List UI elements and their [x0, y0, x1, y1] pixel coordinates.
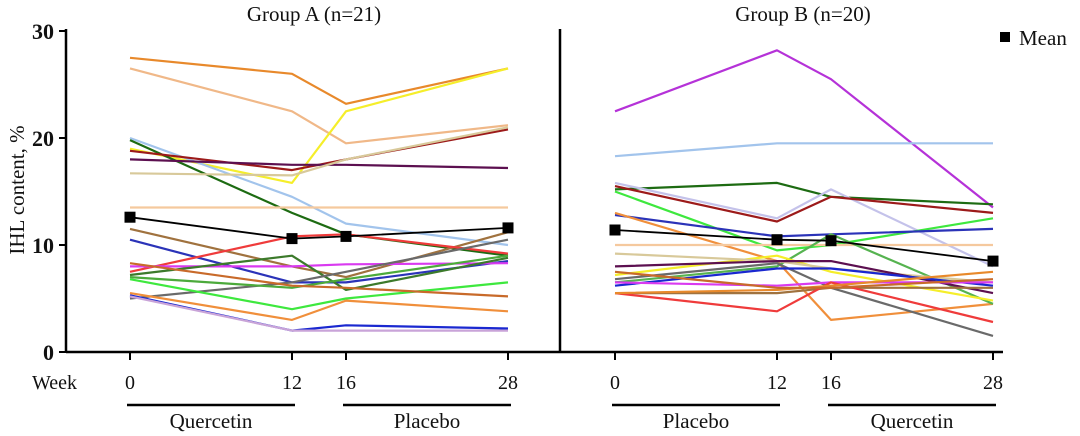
series-line-a-4: [129, 136, 509, 247]
series-line-a-20: [129, 294, 509, 332]
y-tick-label-30: 30: [32, 19, 54, 44]
series-line-a-8: [129, 126, 509, 177]
mean-marker-b-0: [609, 224, 621, 236]
x-tick-label-a-12: 12: [282, 372, 302, 394]
panel-b-title: Group B (n=20): [735, 2, 871, 26]
series-line-b-12: [614, 252, 994, 284]
series-line-b-14: [614, 262, 994, 337]
mean-marker-b-12: [771, 234, 783, 246]
y-axis-label: IHL content, %: [5, 125, 29, 254]
series-line-b-5: [614, 185, 994, 223]
y-tick-label-20: 20: [32, 126, 54, 151]
x-tick-label-b-16: 16: [821, 372, 841, 394]
mean-marker-a-12: [286, 233, 298, 245]
mean-marker-a-16: [340, 230, 352, 242]
series-line-a-2: [129, 67, 509, 145]
y-tick-label-0: 0: [43, 340, 54, 365]
series-line-a-1: [129, 56, 509, 105]
phase-label-a-2: Placebo: [394, 409, 460, 433]
x-tick-label-a-0: 0: [125, 372, 135, 394]
series-line-b-3: [614, 181, 994, 206]
series-line-a-12: [129, 233, 509, 273]
x-tick-label-b-12: 12: [767, 372, 787, 394]
x-tick-label-a-28: 28: [498, 372, 518, 394]
series-line-b-7: [614, 213, 994, 238]
mean-marker-a-28: [502, 222, 514, 234]
mean-marker-b-16: [825, 235, 837, 247]
mean-line-a: [129, 216, 509, 240]
series-line-a-7: [129, 158, 509, 170]
series-line-b-6: [614, 190, 994, 252]
series-line-a-19: [129, 292, 509, 321]
series-line-b-10: [614, 233, 994, 305]
series-line-a-14: [129, 254, 509, 291]
series-line-b-8: [614, 211, 994, 321]
phase-label-b-2: Quercetin: [871, 409, 954, 433]
series-line-b-20: [614, 270, 994, 289]
phase-label-b-1: Placebo: [663, 409, 729, 433]
series-line-a-16: [129, 254, 509, 289]
series-line-a-17: [129, 278, 509, 311]
series-line-b-2: [614, 142, 993, 158]
panel-a-title: Group A (n=21): [247, 2, 381, 26]
series-line-b-15: [614, 267, 994, 287]
x-tick-label-b-28: 28: [983, 372, 1003, 394]
series-line-b-4: [614, 181, 994, 268]
series-line-a-3: [129, 67, 509, 184]
phase-label-a-1: Quercetin: [170, 409, 253, 433]
x-tick-label-a-16: 16: [336, 372, 356, 394]
legend-mean-label: Mean: [1019, 26, 1067, 50]
series-line-a-18: [129, 262, 509, 298]
y-tick-label-10: 10: [32, 233, 54, 258]
x-axis-label: Week: [32, 372, 77, 394]
mean-marker-a-0: [124, 211, 136, 223]
mean-line-b: [614, 229, 994, 262]
series-line-b-17: [615, 286, 993, 295]
plot-area: 0 10 20 30 0 12 16 28 Quercetin Placebo 0 12 16 28 Pla…: [32, 19, 1003, 433]
legend-mean-marker: [1000, 32, 1010, 42]
series-line-b-1: [614, 49, 994, 209]
mean-marker-b-28: [987, 255, 999, 267]
series-line-b-18: [614, 281, 994, 324]
series-line-a-15: [129, 238, 509, 300]
x-tick-label-b-0: 0: [610, 372, 620, 394]
series-line-a-21: [129, 295, 508, 332]
